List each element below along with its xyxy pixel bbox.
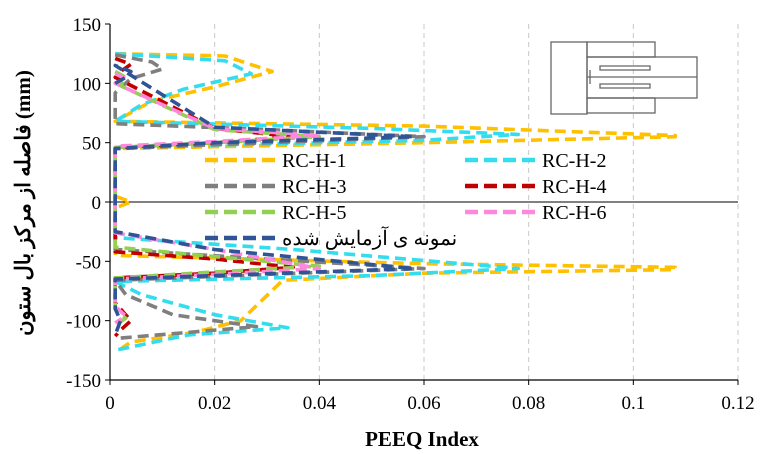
x-tick-label: 0	[105, 393, 115, 414]
y-tick-label: -100	[66, 312, 101, 333]
joint-schematic-inset	[550, 41, 698, 115]
series-line-7	[113, 63, 416, 336]
legend-label-3: RC-H-3	[282, 176, 346, 198]
y-tick-label: -150	[66, 371, 101, 392]
x-tick-label: 0.1	[621, 393, 645, 414]
y-axis-title: فاصله از مرکز بال ستون (mm)	[11, 70, 36, 336]
legend-label-1: RC-H-1	[282, 150, 346, 172]
x-tick-label: 0.08	[512, 393, 545, 414]
series-line-1	[113, 51, 677, 355]
legend-label-7: نمونه ی آزمایش شده	[282, 226, 457, 250]
inset-rebars	[599, 65, 651, 89]
x-tick-label: 0.02	[198, 393, 231, 414]
y-tick-label: 150	[73, 15, 102, 36]
x-axis-title: PEEQ Index	[365, 427, 479, 451]
y-tick-label: 0	[92, 193, 102, 214]
legend-label-6: RC-H-6	[542, 202, 606, 224]
series-layer	[113, 51, 677, 355]
series-line-5	[113, 69, 322, 327]
x-tick-label: 0.06	[407, 393, 440, 414]
legend-label-5: RC-H-5	[282, 202, 346, 224]
x-tick-label: 0.04	[303, 393, 337, 414]
legend: RC-H-1 RC-H-2 RC-H-3 RC-H-4 RC-H-5 RC-H-6 نمون…	[205, 150, 606, 250]
legend-label-4: RC-H-4	[542, 176, 606, 198]
axes-layer: 0 0.02 0.04 0.06 0.08 0.1 0.12 150 100 50 0 -50 -100…	[66, 15, 754, 414]
y-tick-label: -50	[76, 252, 101, 273]
x-tick-label: 0.12	[721, 393, 754, 414]
y-tick-label: 50	[82, 134, 101, 155]
legend-label-2: RC-H-2	[542, 150, 606, 172]
y-tick-label: 100	[73, 74, 102, 95]
series-line-2	[113, 51, 520, 353]
